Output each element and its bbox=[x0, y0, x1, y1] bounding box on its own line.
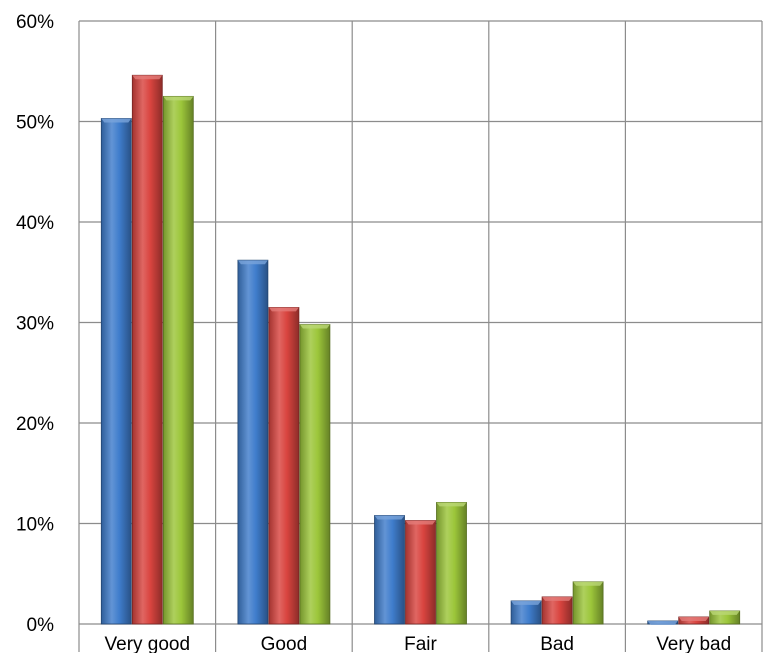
bar-top-bevel bbox=[268, 307, 299, 312]
y-tick-label: 0% bbox=[27, 615, 55, 636]
bar bbox=[541, 596, 573, 625]
x-tick-label: Bad bbox=[540, 634, 574, 653]
x-tick-label: Very good bbox=[105, 634, 191, 653]
bar-top-bevel bbox=[163, 96, 194, 101]
bar bbox=[162, 95, 194, 625]
bar-top-bevel bbox=[678, 616, 709, 621]
bar bbox=[572, 581, 604, 625]
bar-top-bevel bbox=[542, 596, 573, 601]
bar-top-bevel bbox=[647, 620, 678, 625]
bar-top-bevel bbox=[299, 324, 330, 329]
y-tick-label: 10% bbox=[16, 515, 54, 536]
axis-layer: 0% 10% 20% 30% 40% 50% 60% Very good Good Fair Bad… bbox=[16, 12, 731, 653]
x-tick-label: Very bad bbox=[656, 634, 731, 653]
bar-top-bevel bbox=[374, 515, 405, 520]
bar-layer bbox=[100, 74, 741, 625]
bar-top-bevel bbox=[573, 581, 604, 586]
bar-top-bevel bbox=[511, 600, 542, 605]
x-tick-label: Good bbox=[261, 634, 307, 653]
y-tick-label: 50% bbox=[16, 113, 54, 134]
bar bbox=[405, 520, 436, 625]
bar bbox=[436, 501, 467, 625]
bar-top-bevel bbox=[101, 118, 132, 123]
y-tick-label: 30% bbox=[16, 314, 54, 335]
bar bbox=[237, 259, 269, 625]
x-tick-label: Fair bbox=[404, 634, 437, 653]
y-tick-label: 60% bbox=[16, 12, 54, 33]
bar bbox=[100, 118, 132, 625]
bar bbox=[374, 515, 405, 625]
bar bbox=[268, 307, 300, 625]
bar bbox=[299, 324, 331, 625]
bar-top-bevel bbox=[405, 520, 436, 525]
bar-top-bevel bbox=[709, 610, 740, 615]
bar-top-bevel bbox=[237, 260, 268, 265]
bar-top-bevel bbox=[436, 502, 467, 507]
y-tick-label: 40% bbox=[16, 213, 54, 234]
bar-top-bevel bbox=[132, 75, 163, 80]
bar bbox=[131, 74, 163, 625]
y-tick-label: 20% bbox=[16, 414, 54, 435]
